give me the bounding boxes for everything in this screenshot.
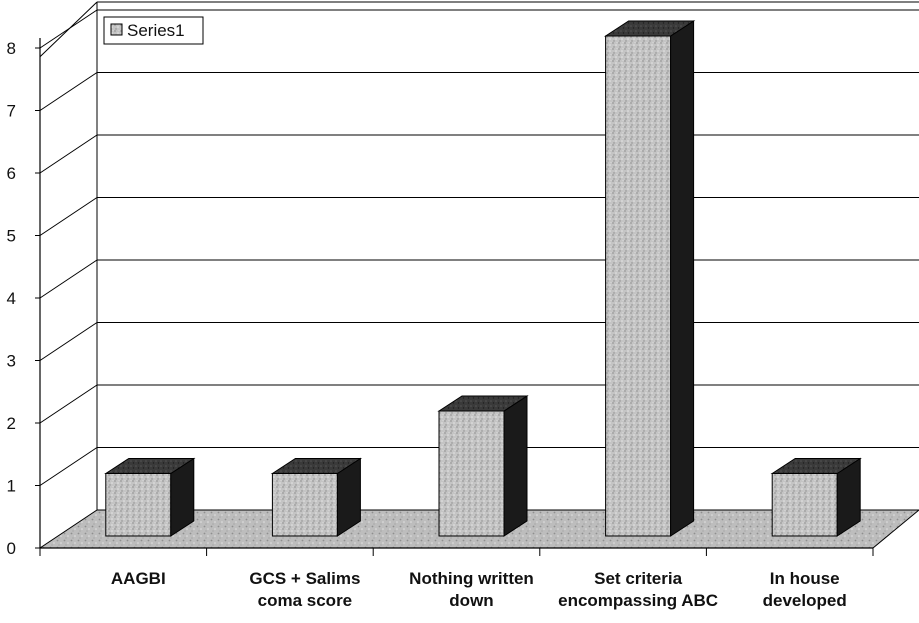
legend-label: Series1 [127,21,185,40]
bar-front-face [438,410,505,537]
bar-top-face [104,458,196,474]
x-category-label: Set criteria encompassing ABC [558,569,718,610]
bar-side-face [670,20,695,537]
x-category-label-line: AAGBI [111,569,166,588]
bar-front-face [271,473,338,537]
y-tick-label: 5 [7,227,16,246]
x-category-label-line: down [449,591,493,610]
gridline [39,72,919,111]
x-category-label-line: Nothing written [409,569,534,588]
bar-2 [437,395,529,537]
x-category-label: In house developed [763,569,847,610]
y-tick-label: 7 [7,102,16,121]
gridline [39,259,919,299]
y-tick-label: 1 [7,477,16,496]
bar-0 [104,457,196,537]
bar-side-face [503,395,528,537]
y-tick-label: 4 [7,289,16,308]
y-tick-label: 8 [7,39,16,58]
bar-top-face [603,20,696,37]
y-tick-label: 6 [7,164,16,183]
y-tick-label: 0 [7,539,16,558]
bar-front-face [605,35,672,537]
x-category-label: GCS + Salims coma score [249,569,360,610]
bar-front-face [771,473,838,537]
bar-4 [770,457,862,537]
bar-top-face [770,458,862,474]
x-category-label-line: coma score [258,591,353,610]
side-wall-top-edge [39,1,98,58]
gridline [39,197,919,236]
gridline [39,134,919,174]
legend: Series1 [103,16,204,45]
gridline [39,322,919,361]
x-category-label-line: In house [770,569,840,588]
x-category-label: AAGBI [111,569,166,588]
bar-1 [270,457,363,537]
bar-top-face [270,458,363,474]
gridline [39,384,919,424]
y-tick-label: 2 [7,414,16,433]
bar-front-face [105,473,172,537]
y-tick-label: 3 [7,352,16,371]
x-category-label: Nothing written down [409,569,534,610]
x-category-label-line: Set criteria [594,569,682,588]
legend-swatch [110,23,123,36]
x-category-label-line: encompassing ABC [558,591,718,610]
bar-top-face [437,395,529,412]
x-category-label-line: developed [763,591,847,610]
bar-3 [603,20,696,537]
x-category-label-line: GCS + Salims [249,569,360,588]
